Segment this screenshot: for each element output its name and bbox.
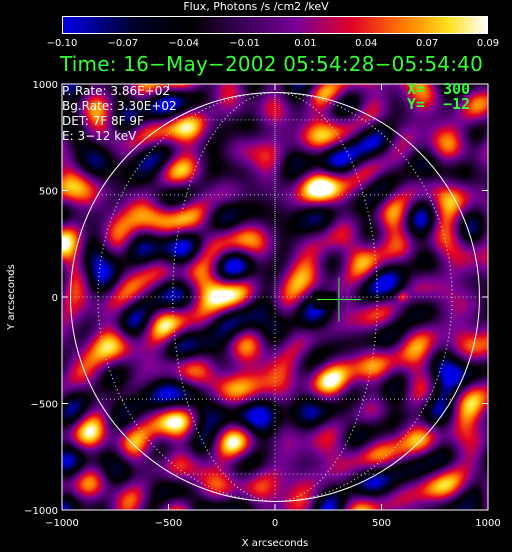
background-rate: Bg.Rate: 3.30E+02 (62, 99, 177, 113)
x-axis-label: X arcseconds (242, 538, 308, 549)
y-axis: −1000 −500 0 500 1000 (24, 80, 488, 517)
x-axis: −1000 −500 0 500 1000 (45, 84, 501, 529)
x-tick-label: 500 (372, 518, 391, 529)
cursor-crosshair[interactable] (312, 277, 361, 322)
x-tick-label: 1000 (475, 518, 500, 529)
colorbar-tick-label: 0.04 (355, 38, 378, 49)
detectors: DET: 7F 8F 9F (62, 114, 144, 128)
x-tick-label: −1000 (45, 518, 79, 529)
y-tick-label: 500 (39, 187, 58, 198)
time-range-title: Time: 16−May−2002 05:54:28−05:54:40 (60, 52, 484, 76)
longitude-line (97, 92, 453, 502)
colorbar-tick-label: −0.01 (229, 38, 260, 49)
y-axis-label: Y arcseconds (6, 264, 17, 331)
cursor-box (312, 291, 337, 310)
x-tick-label: −500 (155, 518, 182, 529)
heliographic-grid (70, 92, 480, 502)
colorbar-tick-label: 0.01 (294, 38, 317, 49)
energy-range: E: 3−12 keV (62, 129, 137, 143)
solar-limb (70, 92, 480, 502)
cursor-y: Y= −12 (407, 95, 471, 113)
colorbar-tick-label: 0.07 (416, 38, 439, 49)
peak-rate: P. Rate: 3.86E+02 (62, 84, 170, 98)
y-tick-label: 0 (52, 293, 58, 304)
colorbar-tick-label: −0.10 (46, 38, 78, 49)
x-tick-label: 0 (272, 518, 278, 529)
y-tick-label: −1000 (24, 506, 58, 517)
y-tick-label: 1000 (33, 80, 58, 91)
cursor-readout: X= 300 Y= −12 (407, 82, 470, 112)
colorbar (62, 16, 488, 34)
longitude-line (172, 92, 378, 502)
y-tick-label: −500 (31, 400, 58, 411)
colorbar-tick-label: −0.07 (107, 38, 139, 49)
cursor-x: X= 300 (407, 80, 471, 98)
info-panel: P. Rate: 3.86E+02 Bg.Rate: 3.30E+02 DET:… (62, 84, 177, 144)
colorbar-title: Flux, Photons /s /cm2 /keV (183, 0, 329, 13)
colorbar-tick-label: −0.04 (168, 38, 200, 49)
colorbar-tick-label: 0.09 (476, 38, 500, 49)
